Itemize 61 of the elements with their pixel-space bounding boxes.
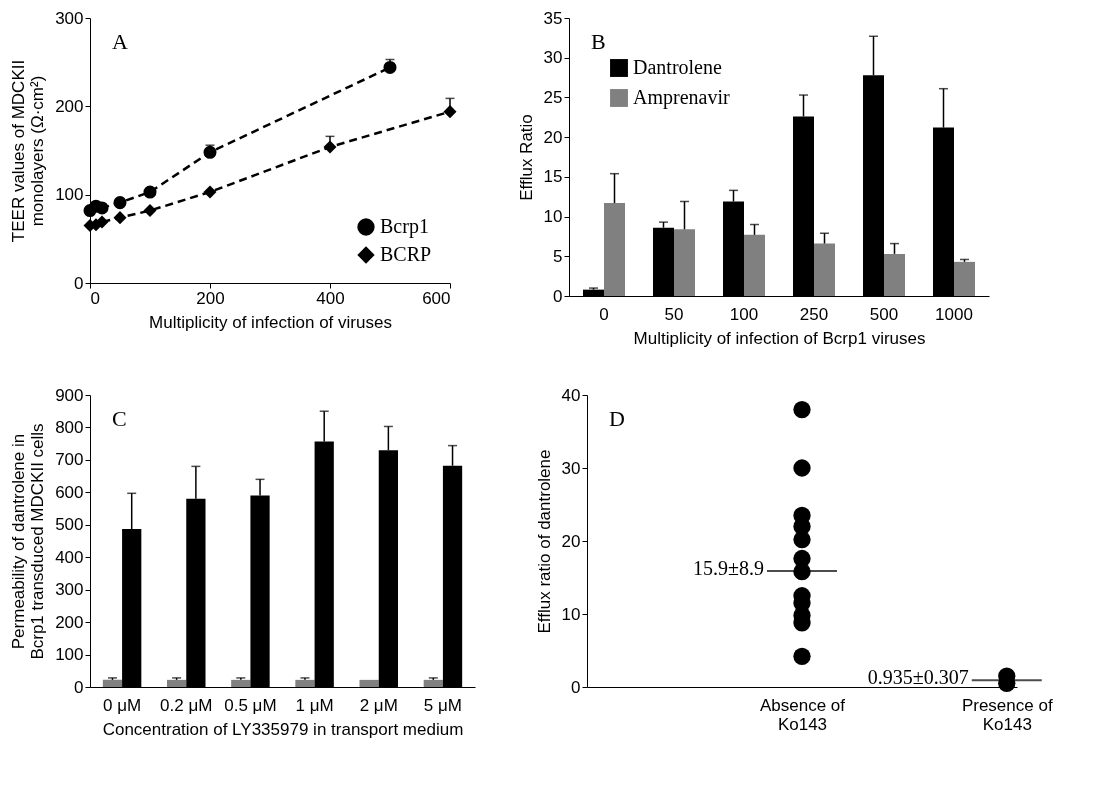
x-tick-label: 0 [90,288,100,308]
x-axis-title: Concentration of LY335979 in transport medium [102,719,464,739]
y-axis-title: TEER values of MDCKII monolayers (Ω·cm²) [9,59,48,243]
y-axis-title: Permeability of dantrolene in Bcrp1 transduced MDCKII cells [9,423,48,660]
x-tick-label: 0.2 μM [160,695,213,715]
y-tick-label: 800 [55,417,84,437]
y-tick-label: 0 [571,677,581,697]
x-tick-label: 0 μM [103,695,142,715]
x-tick-label: 100 [729,304,759,324]
x-tick-label: 600 [422,288,451,308]
y-tick-label: 100 [55,645,84,665]
y-axis-title: Efflux ratio of dantrolene [534,449,554,634]
legend-label: BCRP [380,243,432,265]
x-tick-label: 1 μM [295,695,334,715]
y-tick-label: 500 [55,515,84,535]
x-tick-label: 2 μM [359,695,398,715]
y-axis-title: Efflux Ratio [516,114,536,201]
x-axis-title: Multiplicity of infection of viruses [149,312,392,332]
y-tick-label: 700 [55,450,84,470]
y-tick-label: 100 [55,185,84,205]
y-tick-label: 30 [543,48,563,68]
legend-label: Dantrolene [633,56,722,78]
legend-label: Bcrp1 [380,215,429,238]
y-tick-label: 0 [74,273,84,293]
y-tick-label: 35 [543,8,563,28]
y-tick-label: 20 [543,127,563,147]
x-tick-label: Presence of Ko143 [961,695,1053,734]
y-tick-label: 400 [55,547,84,567]
annotation: 0.935±0.307 [867,666,969,689]
legend-label: Amprenavir [633,86,730,109]
y-tick-label: 40 [561,385,581,405]
y-tick-label: 10 [561,604,581,624]
annotation: 15.9±8.9 [693,556,764,579]
y-tick-label: 300 [55,8,84,28]
y-tick-label: 900 [55,385,84,405]
y-tick-label: 200 [55,612,84,632]
y-tick-label: 10 [543,207,563,227]
x-tick-label: 0 [599,304,609,324]
x-tick-label: 400 [316,288,345,308]
y-tick-label: 5 [553,246,563,266]
x-tick-label: 500 [869,304,899,324]
annotation: D [609,406,625,431]
x-tick-label: 50 [664,304,684,324]
x-tick-label: 0.5 μM [224,695,277,715]
x-tick-label: Absence of Ko143 [759,695,846,734]
y-tick-label: 15 [543,167,563,187]
annotation: A [112,29,128,54]
y-tick-label: 20 [561,531,581,551]
y-tick-label: 200 [55,96,84,116]
y-tick-label: 30 [561,458,581,478]
x-tick-label: 1000 [935,304,973,324]
y-tick-label: 600 [55,482,84,502]
annotation: C [112,406,127,431]
x-tick-label: 250 [799,304,829,324]
x-tick-label: 200 [196,288,225,308]
y-tick-label: 25 [543,87,563,107]
x-tick-label: 5 μM [423,695,462,715]
y-tick-label: 300 [55,580,84,600]
y-tick-label: 0 [74,677,84,697]
annotation: B [591,29,606,54]
x-axis-title: Multiplicity of infection of Bcrp1 viruses [633,328,926,348]
